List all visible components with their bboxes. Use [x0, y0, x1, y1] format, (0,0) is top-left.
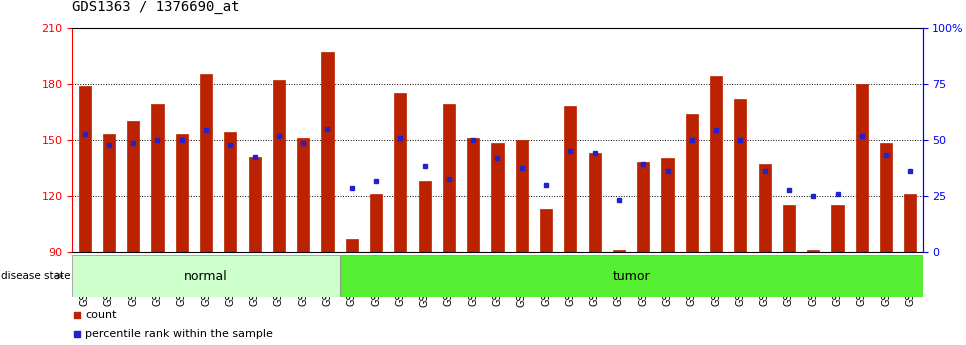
- Bar: [758, 164, 771, 252]
- Bar: [418, 181, 431, 252]
- Bar: [710, 76, 723, 252]
- Text: GSM33189: GSM33189: [784, 254, 794, 306]
- Text: GSM33176: GSM33176: [493, 254, 502, 306]
- Text: GSM33161: GSM33161: [153, 254, 162, 306]
- Bar: [128, 121, 139, 252]
- Bar: [340, 255, 923, 297]
- Text: GSM33184: GSM33184: [663, 254, 672, 306]
- Text: GSM33194: GSM33194: [905, 254, 916, 306]
- Text: GSM33187: GSM33187: [735, 254, 746, 306]
- Bar: [782, 205, 795, 252]
- Bar: [638, 162, 649, 252]
- Bar: [176, 134, 187, 252]
- Bar: [564, 106, 577, 252]
- Text: GSM33171: GSM33171: [395, 254, 406, 306]
- Bar: [394, 93, 407, 252]
- Text: GSM33178: GSM33178: [541, 254, 551, 306]
- Bar: [832, 205, 843, 252]
- Bar: [588, 153, 601, 252]
- Bar: [224, 132, 237, 252]
- Bar: [516, 140, 527, 252]
- Text: GSM33190: GSM33190: [809, 254, 818, 306]
- Bar: [442, 104, 455, 252]
- Bar: [72, 255, 340, 297]
- Text: GSM33169: GSM33169: [347, 254, 356, 306]
- Bar: [686, 114, 697, 252]
- Text: GSM33162: GSM33162: [177, 254, 186, 306]
- Bar: [370, 194, 383, 252]
- Text: GSM33186: GSM33186: [711, 254, 721, 306]
- Text: tumor: tumor: [612, 269, 650, 283]
- Text: GSM33192: GSM33192: [857, 254, 867, 306]
- Text: GSM33168: GSM33168: [323, 254, 332, 306]
- Text: GSM33167: GSM33167: [298, 254, 308, 306]
- Bar: [152, 104, 163, 252]
- Bar: [492, 144, 503, 252]
- Text: GSM33165: GSM33165: [249, 254, 260, 306]
- Text: GSM33191: GSM33191: [833, 254, 842, 306]
- Text: GSM33180: GSM33180: [589, 254, 600, 306]
- Text: GSM33174: GSM33174: [469, 254, 478, 306]
- Bar: [856, 84, 867, 252]
- Text: GSM33158: GSM33158: [79, 254, 90, 306]
- Bar: [468, 138, 479, 252]
- Text: GSM33172: GSM33172: [419, 254, 430, 307]
- Bar: [200, 74, 213, 252]
- Bar: [78, 86, 91, 252]
- Bar: [346, 239, 357, 252]
- Text: normal: normal: [185, 269, 228, 283]
- Text: disease state: disease state: [1, 271, 71, 281]
- Bar: [272, 80, 285, 252]
- Text: GSM33166: GSM33166: [274, 254, 284, 306]
- Text: GSM33173: GSM33173: [444, 254, 454, 306]
- Text: GSM33179: GSM33179: [565, 254, 576, 306]
- Text: count: count: [85, 310, 117, 320]
- Bar: [612, 250, 625, 252]
- Bar: [734, 99, 747, 252]
- Bar: [808, 250, 819, 252]
- Bar: [248, 157, 261, 252]
- Text: GSM33170: GSM33170: [371, 254, 381, 306]
- Bar: [322, 52, 333, 252]
- Text: GSM33193: GSM33193: [881, 254, 891, 306]
- Text: GDS1363 / 1376690_at: GDS1363 / 1376690_at: [72, 0, 240, 14]
- Bar: [662, 158, 673, 252]
- Bar: [904, 194, 917, 252]
- Text: GSM33181: GSM33181: [614, 254, 624, 306]
- Bar: [880, 144, 893, 252]
- Text: GSM33159: GSM33159: [104, 254, 114, 306]
- Text: GSM33160: GSM33160: [128, 254, 138, 306]
- Text: GSM33164: GSM33164: [225, 254, 236, 306]
- Text: GSM33188: GSM33188: [759, 254, 770, 306]
- Bar: [540, 209, 553, 252]
- Text: GSM33183: GSM33183: [639, 254, 648, 306]
- Text: GSM33185: GSM33185: [687, 254, 696, 306]
- Text: GSM33163: GSM33163: [201, 254, 211, 306]
- Bar: [102, 134, 115, 252]
- Text: GSM33177: GSM33177: [517, 254, 526, 307]
- Text: percentile rank within the sample: percentile rank within the sample: [85, 329, 273, 339]
- Bar: [298, 138, 309, 252]
